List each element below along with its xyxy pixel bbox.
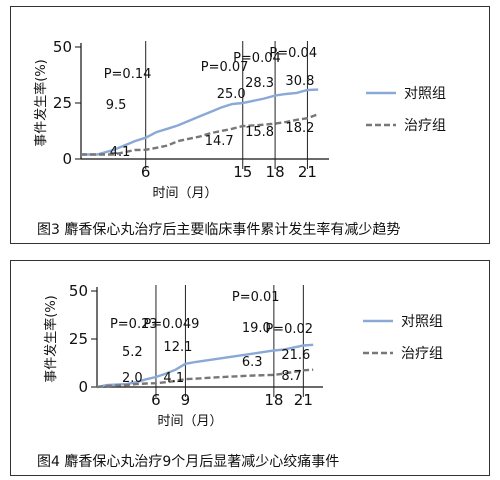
legend-control-label: 对照组 [404, 86, 446, 102]
control-value-label: 19.0 [242, 321, 271, 336]
x-tick-label: 21 [294, 391, 313, 409]
legend-treatment-label: 治疗组 [401, 346, 443, 362]
x-tick-label: 21 [298, 163, 317, 181]
x-tick-label: 6 [151, 391, 161, 409]
control-value-label: 25.0 [217, 87, 246, 102]
legend-control-label: 对照组 [401, 314, 443, 330]
p-value-label: P=0.049 [143, 317, 199, 332]
y-axis-title: 事件发生率(%) [43, 295, 59, 383]
control-value-label: 21.6 [281, 348, 310, 363]
treatment-value-label: 8.7 [281, 369, 302, 384]
p-value-label: P=0.14 [104, 67, 152, 82]
control-series-line [96, 343, 314, 389]
x-tick-label: 15 [233, 163, 252, 181]
y-tick-label: 25 [53, 94, 72, 112]
figure-4-caption: 图4 麝香保心丸治疗9个月后显著减少心绞痛事件 [37, 454, 340, 470]
p-value-label: P=0.02 [265, 322, 313, 337]
x-tick-label: 6 [141, 163, 151, 181]
figure-3-caption: 图3 麝香保心丸治疗后主要临床事件累计发生率有减少趋势 [37, 222, 401, 238]
treatment-series-line [81, 113, 319, 156]
figure-3-chart: 0 25 50 6 15 18 21 P=0.14 9.5 4.1 P=0.07 25.0 14.7 P=… [33, 38, 446, 201]
control-value-label: 12.1 [163, 340, 192, 355]
control-value-label: 30.8 [285, 74, 314, 89]
legend-treatment-label: 治疗组 [404, 118, 446, 134]
y-axis-title: 事件发生率(%) [33, 59, 49, 147]
x-tick-label: 9 [181, 391, 191, 409]
y-tick-label: 25 [69, 330, 88, 348]
treatment-value-label: 15.8 [245, 125, 274, 140]
control-value-label: 9.5 [106, 98, 127, 113]
figure-4-panel: 0 25 50 6 9 18 21 P=0.23 5.2 2.0 P=0.049 12.1 4.1 P=0… [10, 260, 490, 476]
y-tick-label: 50 [69, 282, 88, 300]
p-value-label: P=0.07 [201, 60, 249, 75]
x-tick-label: 18 [266, 163, 285, 181]
treatment-value-label: 4.1 [110, 145, 131, 160]
x-axis-title: 时间（月） [152, 186, 217, 201]
treatment-series-line [96, 368, 314, 389]
treatment-value-label: 4.1 [163, 371, 184, 386]
treatment-value-label: 2.0 [122, 371, 143, 386]
figure-3-panel: 0 25 50 6 15 18 21 P=0.14 9.5 4.1 P=0.07 25.0 14.7 P=… [10, 6, 490, 244]
treatment-value-label: 6.3 [242, 355, 263, 370]
control-series-line [81, 88, 319, 156]
p-value-label: P=0.04 [269, 46, 317, 61]
p-value-label: P=0.23 [110, 317, 158, 332]
y-tick-label: 0 [62, 150, 72, 168]
treatment-value-label: 14.7 [205, 134, 234, 149]
p-value-label: P=0.01 [232, 290, 280, 305]
control-value-label: 28.3 [245, 76, 274, 91]
control-value-label: 5.2 [122, 345, 143, 360]
treatment-value-label: 18.2 [285, 121, 314, 136]
x-axis-title: 时间（月） [157, 414, 222, 429]
figure-4-chart: 0 25 50 6 9 18 21 P=0.23 5.2 2.0 P=0.049 12.1 4.1 P=0… [43, 282, 443, 429]
p-value-label: P=0.04 [233, 51, 281, 66]
x-tick-label: 18 [264, 391, 283, 409]
y-tick-label: 50 [53, 38, 72, 56]
y-tick-label: 0 [78, 378, 88, 396]
